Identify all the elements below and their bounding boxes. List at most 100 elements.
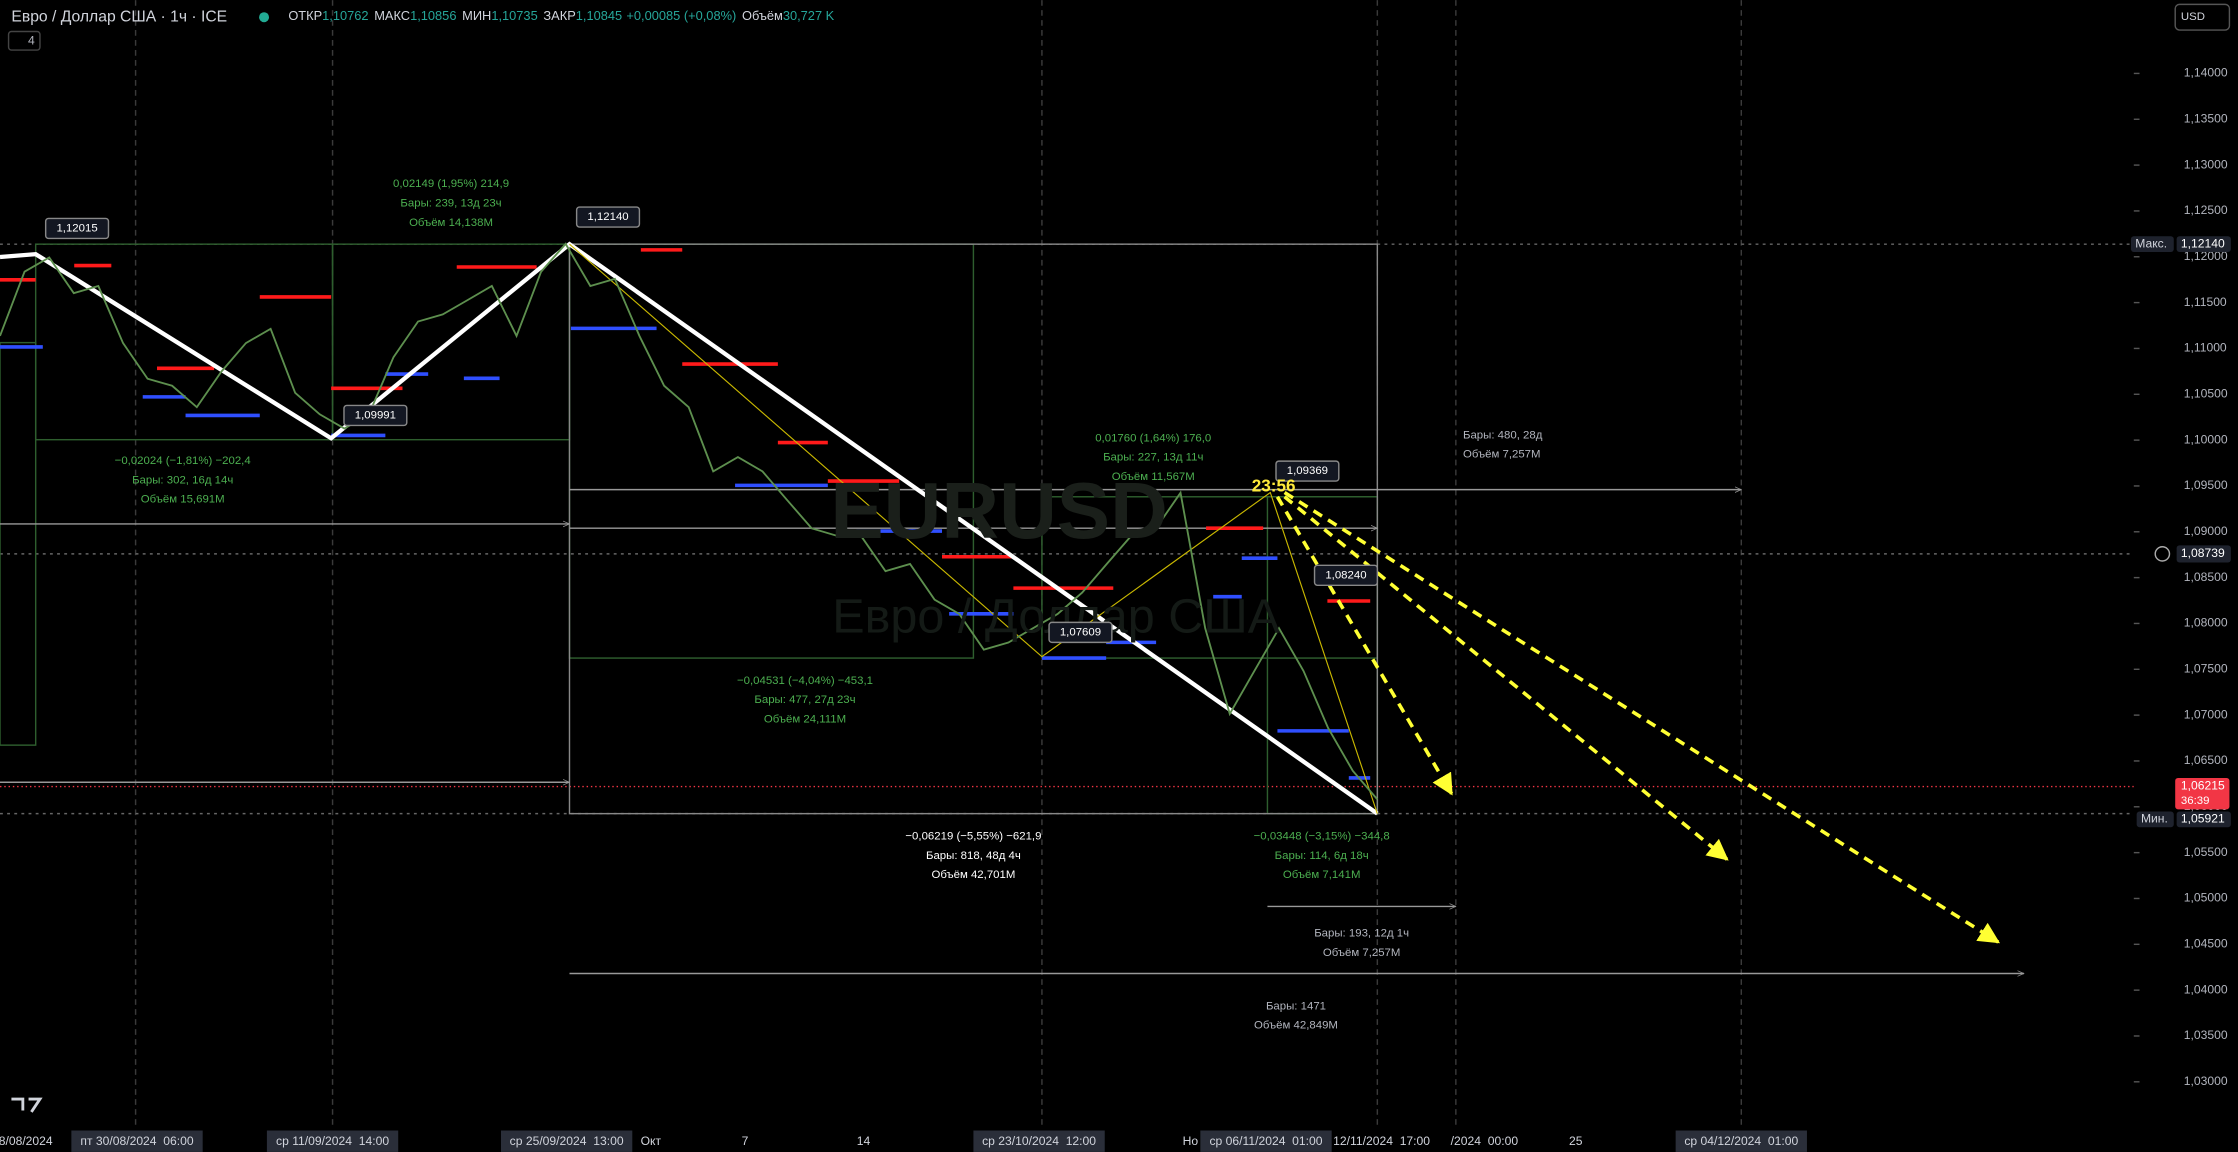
- y-tick-label: 1,05500: [2184, 845, 2228, 859]
- level-lines: [0, 243, 2134, 815]
- y-tick-label: 1,03500: [2184, 1028, 2228, 1042]
- time-label: /2024 00:00: [1451, 1134, 1519, 1148]
- measure-text: −0,03448 (−3,15%) −344,8: [1254, 830, 1390, 842]
- open-label: ОТКР: [288, 9, 322, 24]
- low: 1,10735: [491, 9, 537, 24]
- volume-label: Объём: [742, 9, 783, 24]
- indicator-count[interactable]: 4: [28, 34, 35, 48]
- time-label: 14: [857, 1134, 871, 1148]
- max-price: 1,12140: [2181, 236, 2225, 250]
- measure-text: 0,01760 (1,64%) 176,0: [1095, 432, 1211, 444]
- time-label-box: [71, 1130, 203, 1152]
- pivot-box: [1275, 460, 1340, 482]
- y-tick-label: 1,08500: [2184, 570, 2228, 584]
- pivot-label: 1,07609: [1060, 626, 1101, 638]
- pivot-label: 1,09991: [355, 409, 396, 421]
- time-label: ср 04/12/2024 01:00: [1684, 1134, 1798, 1148]
- pivot-label: 1,08240: [1325, 569, 1366, 581]
- y-tick-label: 1,13000: [2184, 157, 2228, 171]
- measure-text: Бары: 477, 27д 23ч: [754, 694, 855, 706]
- levels: [0, 248, 1371, 780]
- min-label-box: [2136, 811, 2174, 828]
- time-label-box: [1675, 1130, 1807, 1152]
- time-label: 8/08/2024: [0, 1134, 53, 1148]
- y-tick-label: 1,08000: [2184, 616, 2228, 630]
- pivot-box: [44, 217, 110, 240]
- countdown: 36:39: [2181, 795, 2210, 807]
- ohlc: ОТКР1,10762 МАКС1,10856 МИН1,10735 ЗАКР1,10…: [288, 9, 834, 24]
- y-tick-label: 1,03000: [2184, 1074, 2228, 1088]
- y-tick-label: 1,13500: [2184, 111, 2228, 125]
- min-price: 1,05921: [2181, 812, 2225, 826]
- crosshair-price-box: [2176, 545, 2231, 563]
- measure-text: Бары: 302, 16д 14ч: [132, 474, 233, 486]
- close: 1,10845: [576, 9, 622, 24]
- measure-text: Объём 24,111M: [764, 713, 846, 725]
- pivot-box: [343, 404, 408, 427]
- measure-text: Объём 11,567M: [1112, 471, 1195, 483]
- y-tick-label: 1,07500: [2184, 661, 2228, 675]
- measure-text: −0,02024 (−1,81%) −202,4: [115, 455, 252, 467]
- add-alert[interactable]: [2154, 546, 2171, 562]
- pivot-label: 1,12140: [587, 211, 628, 223]
- projection-arrows: [1275, 490, 2001, 944]
- min-price-box: [2176, 811, 2231, 828]
- y-tick-label: 1,12000: [2184, 249, 2228, 263]
- tv-logo[interactable]: [11, 1097, 43, 1113]
- time-label: ср 06/11/2024 01:00: [1209, 1134, 1322, 1148]
- measure-text: Объём 14,138M: [409, 217, 493, 229]
- max-label: Макс.: [2135, 236, 2167, 250]
- pivot-box: [1048, 621, 1113, 644]
- measure-text: −0,04531 (−4,04%) −453,1: [737, 675, 873, 687]
- time-label: ср 23/10/2024 12:00: [982, 1134, 1096, 1148]
- pivot-box: [575, 206, 641, 228]
- measure-text: Объём 7,141M: [1283, 869, 1361, 881]
- y-tick-label: 1,11500: [2184, 295, 2227, 309]
- time-label-box: [266, 1130, 399, 1152]
- y-tick-label: 1,09000: [2184, 524, 2228, 538]
- time-label-box: [1200, 1130, 1332, 1152]
- y-tick-label: 1,11000: [2184, 341, 2227, 355]
- time-label: ср 11/09/2024 14:00: [276, 1134, 389, 1148]
- measure-text: −0,06219 (−5,55%) −621,9: [905, 830, 1041, 842]
- symbol-title: Евро / Доллар США · 1ч · ICE: [11, 8, 227, 25]
- currency[interactable]: USD: [2181, 11, 2205, 23]
- measure-text: Объём 7,257M: [1323, 947, 1401, 959]
- zigzag: [0, 241, 1379, 816]
- low-label: МИН: [462, 9, 491, 24]
- max-label-box: [2130, 236, 2174, 253]
- y-tick-label: 1,09500: [2184, 478, 2228, 492]
- measure-text: Бары: 480, 28д: [1463, 429, 1543, 441]
- time-label: Но: [1183, 1134, 1199, 1148]
- max-price-box: [2176, 236, 2231, 253]
- pivot-label: 1,09369: [1287, 465, 1328, 477]
- time-label: 25: [1569, 1134, 1583, 1148]
- high: 1,10856: [410, 9, 456, 24]
- pivot-label: 1,12015: [56, 222, 97, 234]
- status-dot: [259, 12, 270, 23]
- min-label: Мин.: [2141, 812, 2168, 826]
- time-label: 12/11/2024 17:00: [1333, 1134, 1430, 1148]
- y-tick-label: 1,05000: [2184, 891, 2228, 905]
- measure-text: 0,02149 (1,95%) 214,9: [393, 178, 509, 190]
- price-line: [0, 242, 1379, 800]
- indicators-toggle[interactable]: [7, 30, 41, 51]
- time-label: Окт: [641, 1134, 662, 1148]
- measure-text: Бары: 1471: [1266, 1000, 1326, 1012]
- volume: 30,727 K: [783, 9, 835, 24]
- measure-text: Объём 42,849M: [1254, 1020, 1338, 1032]
- crosshair-price: 1,08739: [2181, 546, 2225, 560]
- measure-text: Бары: 227, 13д 11ч: [1103, 452, 1203, 464]
- measure-text: Бары: 818, 48д 4ч: [926, 850, 1021, 862]
- time-label: ср 25/09/2024 13:00: [510, 1134, 624, 1148]
- last-price: 1,06215: [2181, 779, 2225, 793]
- price-axis-bg: [2133, 0, 2238, 1152]
- currency-button[interactable]: [2174, 3, 2231, 31]
- open: 1,10762: [322, 9, 368, 24]
- y-tick-label: 1,14000: [2184, 66, 2228, 80]
- close-label: ЗАКР: [543, 9, 575, 24]
- y-tick-label: 1,04500: [2184, 937, 2228, 951]
- y-tick-label: 1,07000: [2184, 707, 2228, 721]
